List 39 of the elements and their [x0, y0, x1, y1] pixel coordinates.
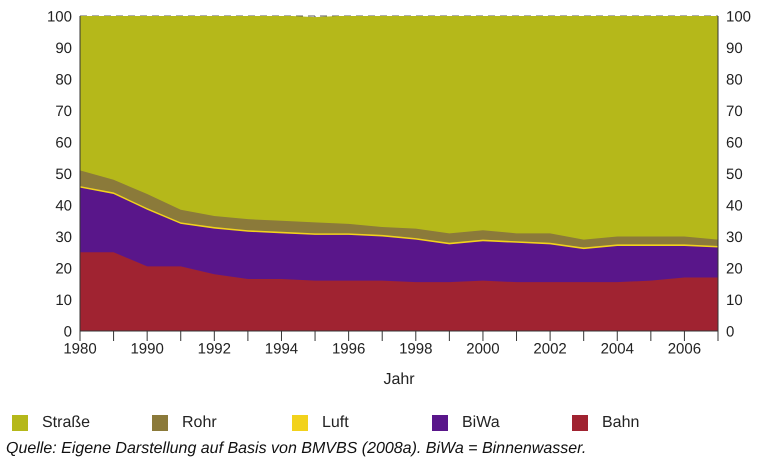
y2-tick-label: 10	[726, 292, 743, 309]
x-tick-label: 1990	[130, 340, 164, 358]
y2-tick-label: 80	[726, 71, 743, 88]
x-tick-label: 2000	[466, 340, 500, 358]
y-tick-label: 10	[55, 292, 72, 309]
y2-tick-label: 30	[726, 228, 743, 246]
y2-tick-label: 70	[726, 102, 743, 120]
x-axis-title: Jahr	[383, 371, 416, 388]
y-tick-label: 20	[55, 260, 72, 278]
x-tick-label: 1998	[399, 340, 432, 358]
y2-tick-label: 50	[726, 166, 743, 183]
y-tick-label: 80	[55, 71, 72, 88]
y2-tick-label: 0	[726, 323, 734, 340]
y-tick-label: 0	[64, 323, 72, 340]
source-note: Quelle: Eigene Darstellung auf Basis von BMVBS (2008a). BiWa = Binnenwasser.	[6, 440, 586, 458]
y2-tick-label: 60	[726, 134, 743, 152]
y2-tick-label: 40	[726, 197, 743, 214]
y-tick-label: 90	[55, 40, 72, 57]
y-tick-label: 70	[55, 102, 72, 120]
x-tick-label: 1996	[332, 340, 366, 358]
x-tick-label: 2006	[668, 340, 702, 358]
y2-tick-label: 100	[726, 8, 752, 26]
x-tick-label: 1992	[198, 340, 232, 358]
y2-tick-label: 20	[726, 260, 743, 278]
y-tick-label: 50	[55, 166, 72, 183]
y-tick-label: 100	[46, 8, 72, 26]
legend-label: Straße	[42, 414, 90, 432]
x-tick-label: 1980	[63, 340, 97, 358]
y-tick-label: 40	[55, 197, 72, 214]
x-tick-label: 1994	[264, 340, 298, 358]
legend-label: Luft	[322, 414, 349, 432]
x-tick-label: 2004	[600, 340, 634, 358]
legend-label: Rohr	[182, 414, 217, 432]
legend-label: Bahn	[602, 414, 640, 432]
y-tick-label: 60	[55, 134, 72, 152]
x-tick-label: 2002	[533, 340, 567, 358]
legend-label: BiWa	[462, 414, 500, 432]
y2-tick-label: 90	[726, 40, 743, 57]
y-tick-label: 30	[55, 228, 72, 246]
